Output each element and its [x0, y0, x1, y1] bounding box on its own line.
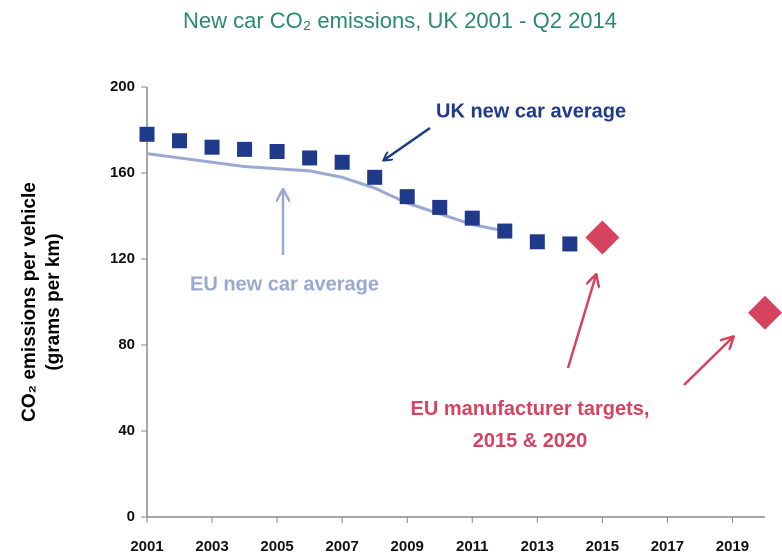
x-tick-label: 2017: [651, 538, 684, 555]
target-point: [585, 220, 620, 255]
x-tick-label: 2019: [716, 538, 749, 555]
point: [334, 154, 350, 170]
series-label: UK new car average: [436, 100, 626, 122]
y-tick-label: 40: [118, 422, 135, 439]
point: [204, 139, 220, 155]
y-tick-label: 120: [110, 250, 135, 267]
point: [367, 169, 383, 185]
series-line: [146, 152, 506, 233]
point: [464, 210, 480, 226]
y-axis-label: CO₂ emissions per vehicle (grams per km): [19, 182, 64, 422]
point: [432, 199, 448, 215]
arrow: [384, 126, 431, 160]
y-axis-label-line: CO₂ emissions per vehicle: [19, 182, 40, 422]
x-tick-label: 2015: [586, 538, 619, 555]
y-axis-label-line: (grams per km): [43, 233, 64, 370]
point: [529, 234, 545, 250]
y-tick-label: 0: [127, 508, 135, 525]
point: [269, 144, 285, 159]
x-tick-label: 2003: [195, 538, 228, 555]
y-tick-label: 80: [118, 336, 135, 353]
x-tick-label: 2009: [391, 538, 424, 555]
x-tick-label: 2007: [325, 538, 358, 555]
series-label-line: 2015 & 2020: [473, 430, 588, 452]
arrow: [683, 337, 733, 386]
point: [237, 141, 253, 157]
x-tick-label: 2013: [521, 538, 554, 555]
series-label: EU new car average: [190, 273, 379, 295]
point: [172, 133, 188, 149]
point: [139, 126, 155, 142]
series-label: EU manufacturer targets, 2015 & 2020: [411, 398, 650, 452]
series-label-line: EU manufacturer targets,: [411, 398, 650, 420]
point: [302, 150, 318, 166]
y-tick-label: 160: [110, 164, 135, 181]
x-tick-label: 2011: [456, 538, 489, 555]
arrow: [566, 275, 596, 369]
x-tick-label: 2005: [260, 538, 293, 555]
y-tick-label: 200: [110, 78, 135, 95]
point: [399, 189, 415, 205]
chart-title: New car CO₂ emissions, UK 2001 - Q2 2014: [183, 8, 617, 33]
x-tick-label: 2001: [130, 538, 163, 555]
target-point: [748, 295, 782, 330]
point: [562, 236, 578, 252]
point: [497, 223, 513, 239]
